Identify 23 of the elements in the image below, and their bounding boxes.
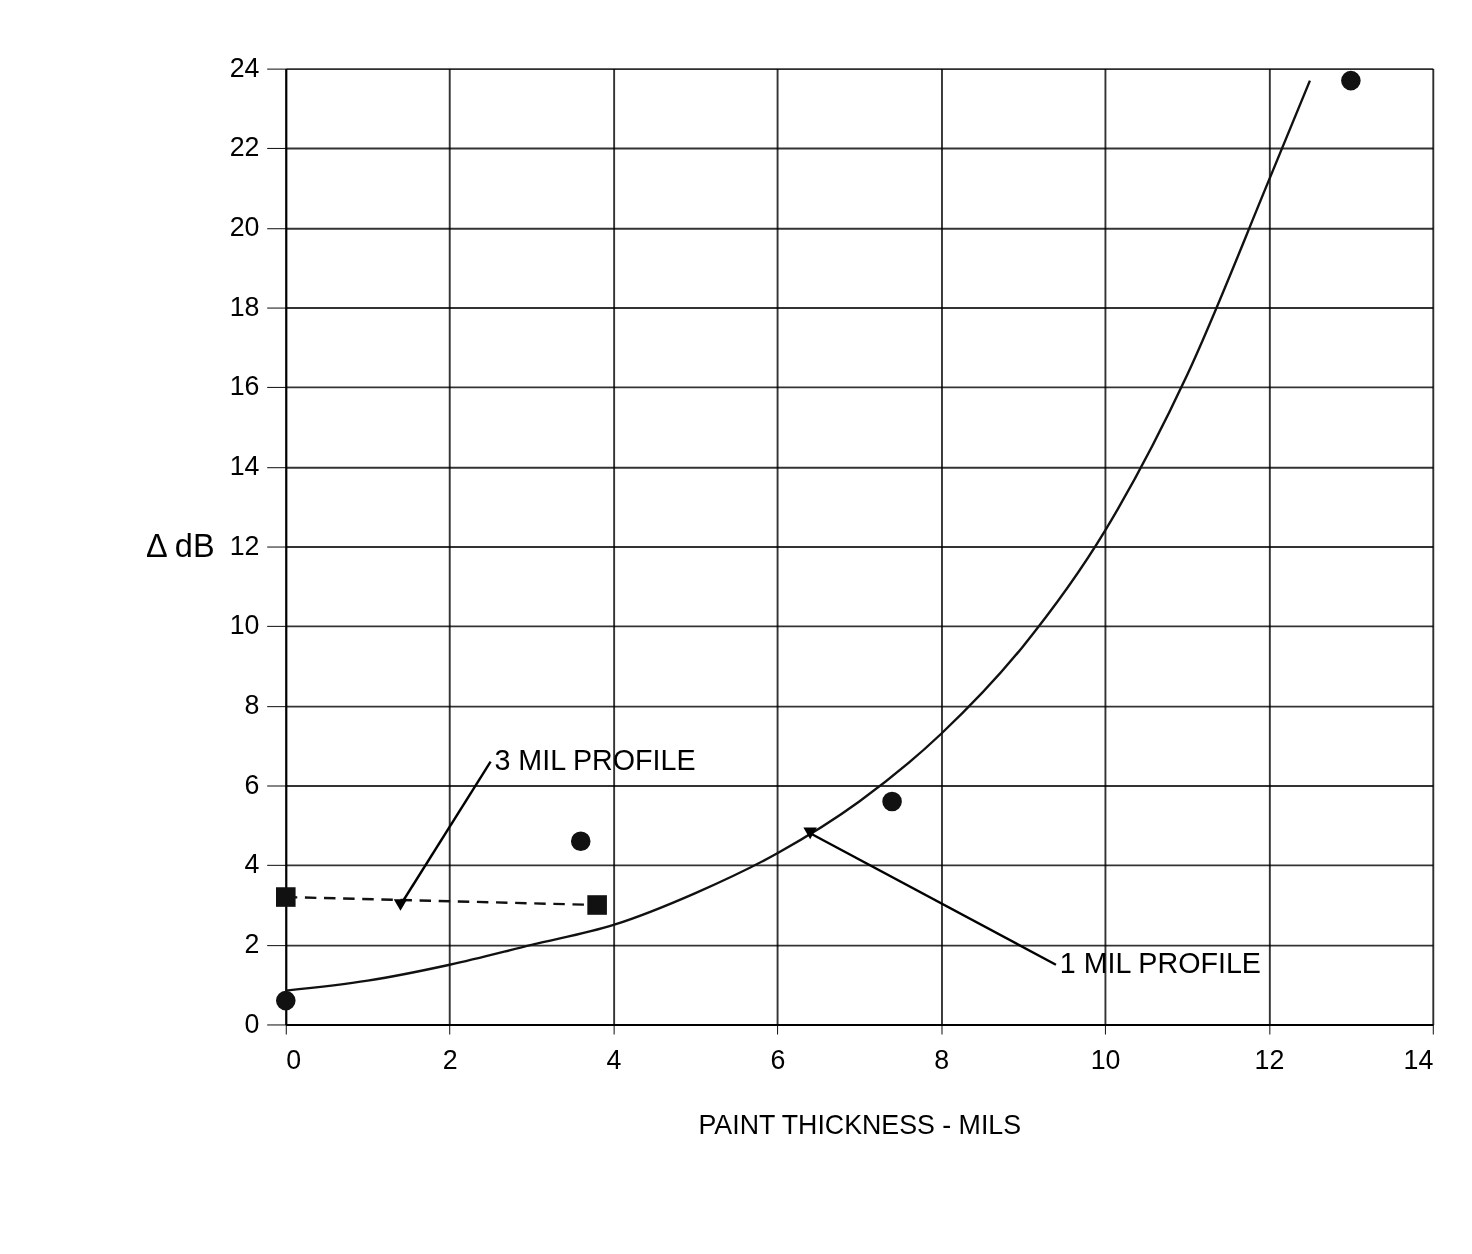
y-axis-title: Δ dB	[145, 527, 215, 564]
x-tick-label: 0	[286, 1044, 302, 1075]
y-tick-label: 16	[229, 371, 260, 402]
y-tick-label: 2	[244, 928, 260, 959]
y-tick-label: 14	[229, 451, 260, 482]
y-tick-label: 24	[229, 52, 260, 83]
x-tick-label: 6	[770, 1044, 786, 1075]
y-tick-label: 6	[244, 769, 260, 800]
y-tick-label: 20	[229, 212, 260, 243]
y-tick-label: 0	[244, 1008, 260, 1039]
x-tick-label: 2	[442, 1044, 458, 1075]
y-tick-label: 8	[244, 689, 260, 720]
y-tick-label: 18	[229, 291, 260, 322]
y-tick-label: 4	[244, 849, 260, 880]
x-tick-label: 10	[1090, 1044, 1121, 1075]
x-axis-title: PAINT THICKNESS - MILS	[698, 1109, 1022, 1140]
x-tick-label: 14	[1403, 1044, 1434, 1075]
x-tick-label: 12	[1254, 1044, 1285, 1075]
x-tick-label: 4	[606, 1044, 622, 1075]
y-tick-label: 10	[229, 610, 260, 641]
y-tick-label: 12	[229, 530, 260, 561]
x-tick-label: 8	[934, 1044, 950, 1075]
y-tick-label: 22	[229, 132, 260, 163]
